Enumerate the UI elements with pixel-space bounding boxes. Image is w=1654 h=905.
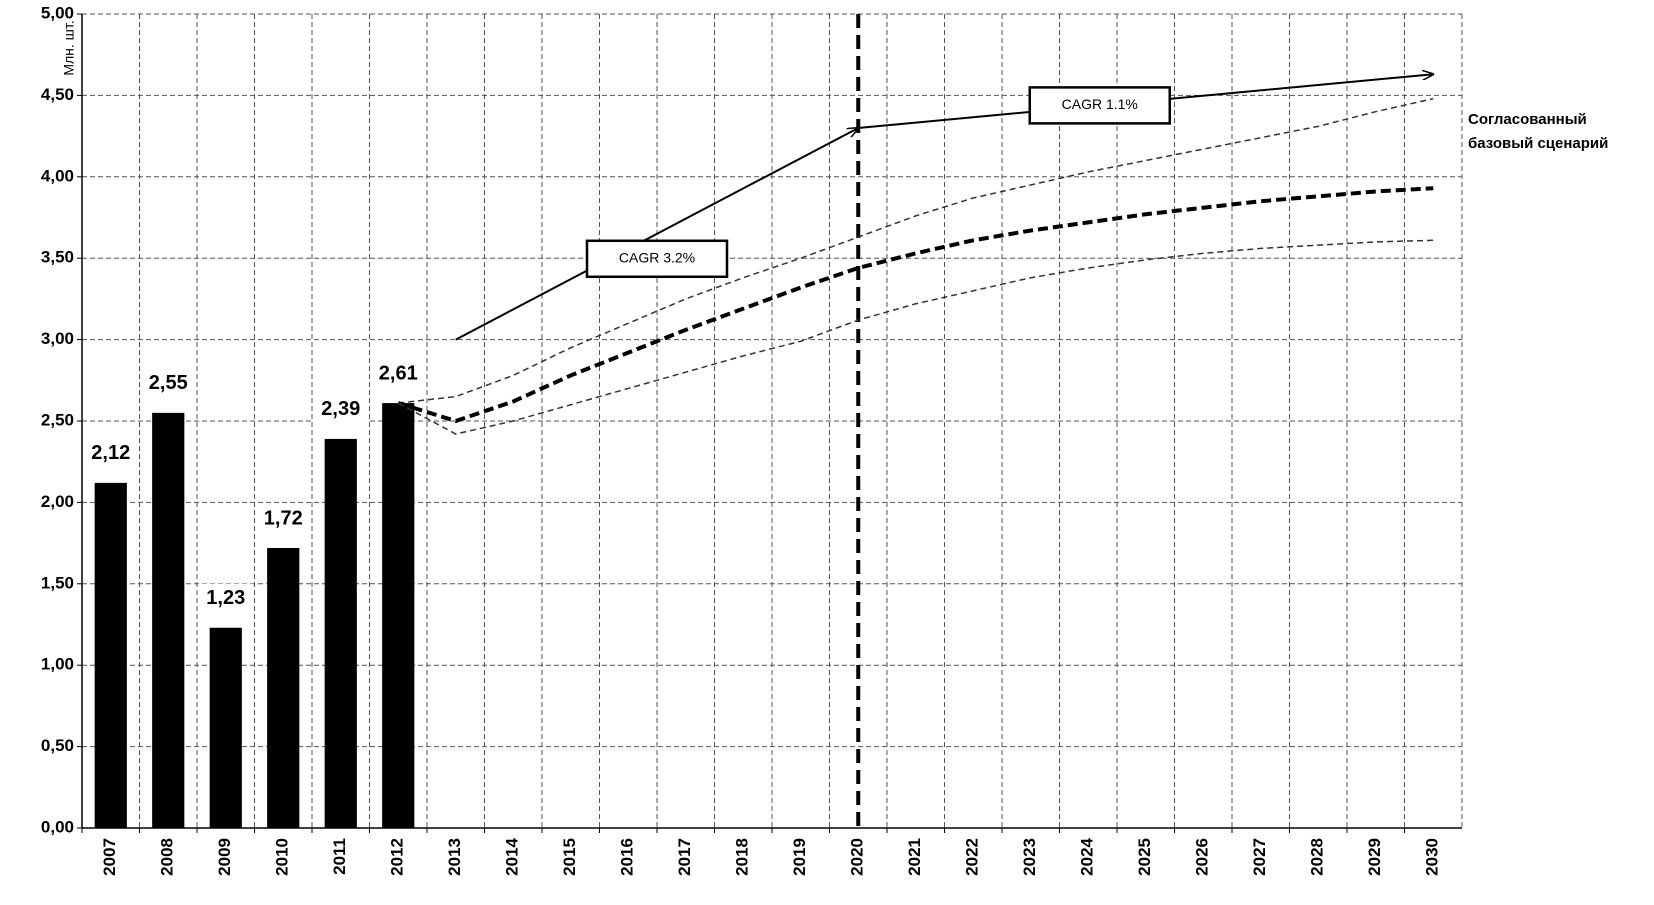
y-tick-label: 3,00 xyxy=(41,329,74,348)
value-label: 2,61 xyxy=(379,362,418,384)
y-axis-label: Млн. шт. xyxy=(61,20,77,75)
forecast-line xyxy=(398,97,1434,404)
value-label-bg xyxy=(141,368,196,397)
x-tick-label: 2007 xyxy=(100,838,119,876)
value-label: 1,23 xyxy=(206,587,245,609)
bar xyxy=(152,412,185,828)
x-tick-label: 2012 xyxy=(388,838,407,876)
x-tick-label: 2026 xyxy=(1193,838,1212,876)
annotation-label: CAGR 3.2% xyxy=(619,249,695,265)
x-tick-label: 2025 xyxy=(1135,838,1154,876)
x-tick-label: 2020 xyxy=(848,838,867,876)
y-tick-label: 4,00 xyxy=(41,166,74,185)
x-tick-label: 2008 xyxy=(158,838,177,876)
y-tick-label: 2,50 xyxy=(41,410,74,429)
value-label-bg xyxy=(313,394,368,423)
value-label: 2,12 xyxy=(91,442,130,464)
annotation-box xyxy=(585,239,729,279)
y-tick-label: 2,00 xyxy=(41,492,74,511)
annotation-box xyxy=(1028,86,1171,125)
y-tick-label: 5,00 xyxy=(41,3,74,22)
forecast-line xyxy=(397,239,1434,435)
x-tick-label: 2027 xyxy=(1250,838,1269,876)
x-tick-label: 2021 xyxy=(905,838,924,876)
value-label: 1,72 xyxy=(264,507,303,529)
bar xyxy=(324,438,357,828)
value-label-bg xyxy=(371,359,426,388)
annotation-arrow xyxy=(455,128,859,341)
value-label-bg xyxy=(256,503,311,532)
bar xyxy=(267,547,300,828)
bar xyxy=(209,627,242,828)
x-tick-label: 2029 xyxy=(1365,838,1384,876)
x-tick-label: 2013 xyxy=(445,838,464,876)
bar xyxy=(94,482,127,828)
forecast-line xyxy=(397,186,1434,424)
y-tick-label: 1,50 xyxy=(41,573,74,592)
y-tick-label: 0,00 xyxy=(41,817,74,836)
y-tick-label: 4,50 xyxy=(41,85,74,104)
value-label-bg xyxy=(83,438,138,467)
x-tick-label: 2019 xyxy=(790,838,809,876)
y-tick-label: 0,50 xyxy=(41,736,74,755)
y-tick-label: 1,00 xyxy=(41,655,74,674)
x-tick-label: 2009 xyxy=(215,838,234,876)
scenario-label: базовый сценарий xyxy=(1468,135,1608,152)
bar xyxy=(382,403,415,828)
x-tick-label: 2030 xyxy=(1423,838,1442,876)
x-tick-label: 2014 xyxy=(503,837,522,875)
x-tick-label: 2024 xyxy=(1078,837,1097,875)
x-tick-label: 2016 xyxy=(618,838,637,876)
scenario-label: Согласованный xyxy=(1468,111,1587,128)
value-label: 2,55 xyxy=(149,372,188,394)
y-tick-label: 3,50 xyxy=(41,248,74,267)
x-tick-label: 2017 xyxy=(675,838,694,876)
annotation-label: CAGR 1.1% xyxy=(1062,96,1138,112)
x-tick-label: 2010 xyxy=(273,838,292,876)
x-tick-label: 2018 xyxy=(733,838,752,876)
x-tick-label: 2022 xyxy=(963,838,982,876)
value-label-bg xyxy=(198,583,253,612)
x-tick-label: 2023 xyxy=(1020,838,1039,876)
x-tick-label: 2011 xyxy=(330,838,349,875)
x-tick-label: 2028 xyxy=(1308,838,1327,876)
value-label: 2,39 xyxy=(321,398,360,420)
x-tick-label: 2015 xyxy=(560,838,579,876)
